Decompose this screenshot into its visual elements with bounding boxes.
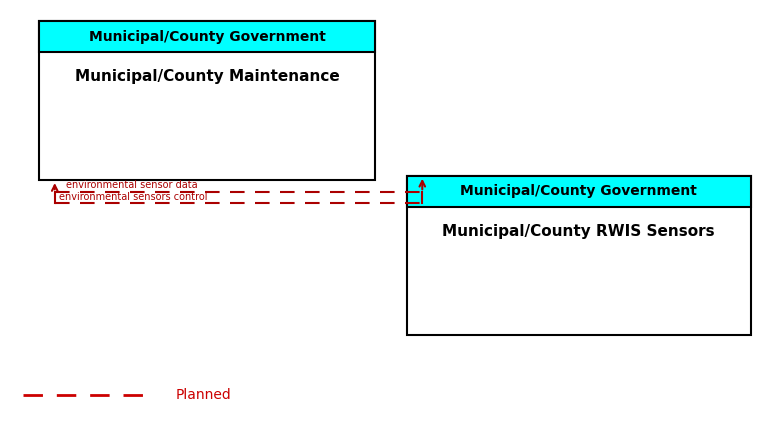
Bar [407, 176, 751, 207]
Bar [39, 21, 375, 180]
Text: Planned: Planned [176, 388, 231, 402]
Text: Municipal/County RWIS Sensors: Municipal/County RWIS Sensors [443, 224, 715, 239]
Text: environmental sensor data: environmental sensor data [66, 180, 198, 190]
Text: Municipal/County Government: Municipal/County Government [89, 30, 325, 44]
Bar [407, 176, 751, 335]
Bar [39, 21, 375, 52]
Text: Municipal/County Government: Municipal/County Government [461, 184, 697, 198]
Text: environmental sensors control: environmental sensors control [59, 192, 207, 202]
Text: Municipal/County Maintenance: Municipal/County Maintenance [75, 69, 339, 85]
